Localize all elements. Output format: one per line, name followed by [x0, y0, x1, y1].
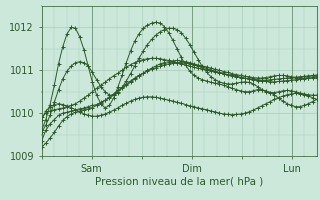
X-axis label: Pression niveau de la mer( hPa ): Pression niveau de la mer( hPa ) [95, 176, 263, 186]
